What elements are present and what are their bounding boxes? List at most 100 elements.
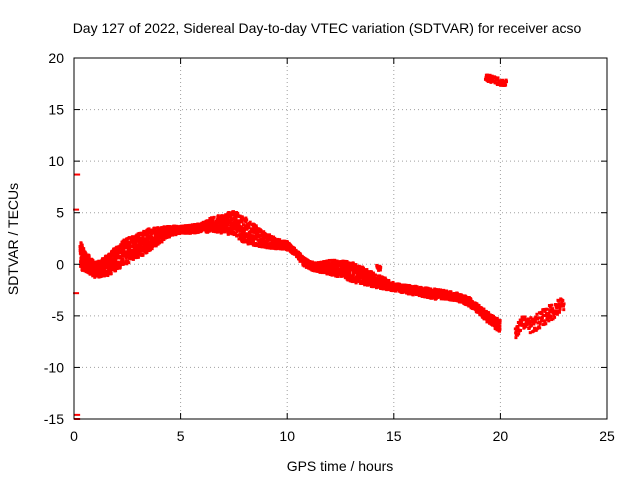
data-point: [79, 241, 83, 245]
data-point: [248, 238, 252, 242]
data-point: [135, 254, 139, 258]
data-point: [216, 214, 220, 218]
data-point: [344, 268, 348, 272]
data-point: [235, 212, 239, 216]
data-point: [241, 235, 245, 239]
data-point: [166, 229, 170, 233]
data-point: [354, 281, 358, 285]
data-point: [544, 311, 548, 315]
data-point: [218, 225, 222, 229]
data-point: [315, 268, 319, 272]
data-point: [540, 311, 544, 315]
data-point: [261, 236, 265, 240]
data-point: [493, 316, 497, 320]
data-point: [109, 270, 113, 274]
data-point: [230, 217, 234, 221]
data-point: [221, 222, 225, 226]
chart-title: Day 127 of 2022, Sidereal Day-to-day VTE…: [73, 20, 582, 36]
data-point: [250, 236, 254, 240]
data-point: [369, 270, 373, 274]
data-point: [496, 76, 500, 80]
cluster-recovery: [528, 297, 566, 335]
data-point: [254, 224, 258, 228]
data-point: [87, 255, 91, 259]
data-point: [367, 271, 371, 275]
data-point: [525, 323, 529, 327]
data-point: [232, 233, 236, 237]
data-point: [125, 250, 129, 254]
data-point: [561, 304, 565, 308]
data-point: [354, 267, 358, 271]
data-point: [122, 240, 126, 244]
data-point: [111, 259, 115, 263]
y-tick-label: 0: [56, 256, 64, 272]
cluster-high: [483, 73, 508, 87]
data-point: [557, 298, 561, 302]
data-point: [498, 83, 502, 87]
data-point: [157, 232, 161, 236]
data-point: [135, 235, 139, 239]
data-point: [480, 315, 484, 319]
data-point: [354, 271, 358, 275]
data-point: [104, 254, 108, 258]
data-point: [239, 234, 243, 238]
data-point: [247, 225, 251, 229]
data-point: [211, 219, 215, 223]
data-point: [469, 298, 473, 302]
data-point: [550, 307, 554, 311]
data-point: [555, 306, 559, 310]
data-point: [227, 227, 231, 231]
data-point: [543, 309, 547, 313]
data-point: [329, 263, 333, 267]
data-point: [150, 236, 154, 240]
data-point: [153, 226, 157, 230]
data-point: [492, 324, 496, 328]
data-point: [535, 312, 539, 316]
data-point: [557, 302, 561, 306]
data-point: [336, 267, 340, 271]
data-point: [243, 224, 247, 228]
data-point: [556, 311, 560, 315]
data-point: [561, 299, 565, 303]
data-point: [132, 254, 136, 258]
data-point: [243, 236, 247, 240]
data-point: [147, 227, 151, 231]
data-point: [504, 83, 508, 87]
data-layer: [73, 73, 566, 420]
data-point: [187, 231, 191, 235]
data-point: [273, 237, 277, 241]
data-point: [109, 256, 113, 260]
data-point: [190, 231, 194, 235]
y-axis-label: SDTVAR / TECUs: [5, 183, 21, 295]
data-point: [554, 309, 558, 313]
data-point: [292, 247, 296, 251]
data-point: [547, 304, 551, 308]
data-point: [464, 302, 468, 306]
data-point: [225, 213, 229, 217]
data-point: [339, 266, 343, 270]
data-point: [119, 244, 123, 248]
data-point: [234, 214, 238, 218]
data-point: [140, 233, 144, 237]
data-point: [224, 223, 228, 227]
y-tick-label: 20: [48, 50, 64, 66]
data-point: [459, 293, 463, 297]
data-point: [245, 218, 249, 222]
data-point: [314, 261, 318, 265]
data-point: [125, 255, 129, 259]
data-point: [146, 233, 150, 237]
data-point: [128, 247, 132, 251]
data-point: [135, 248, 139, 252]
data-point: [125, 262, 129, 266]
data-point: [164, 236, 168, 240]
data-point: [159, 232, 163, 236]
data-point: [127, 261, 131, 265]
data-point: [326, 259, 330, 263]
data-point: [124, 241, 128, 245]
data-point: [82, 264, 86, 268]
data-point: [153, 231, 157, 235]
data-point: [228, 229, 232, 233]
data-point: [487, 75, 491, 79]
